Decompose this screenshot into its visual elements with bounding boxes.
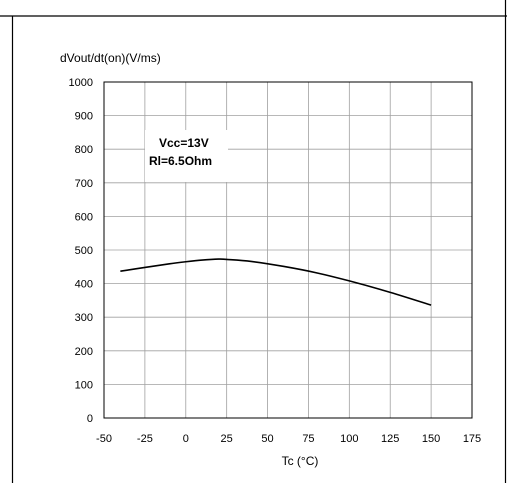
x-tick-label: 0 bbox=[183, 433, 189, 445]
x-tick-label: 125 bbox=[381, 433, 399, 445]
annotation-vcc: Vcc=13V bbox=[159, 136, 209, 150]
x-tick-label: -25 bbox=[137, 433, 153, 445]
x-tick-label: 50 bbox=[261, 433, 273, 445]
x-axis-title: Tc (°C) bbox=[282, 454, 319, 468]
y-tick-label: 500 bbox=[75, 245, 93, 257]
y-axis-title: dVout/dt(on)(V/ms) bbox=[60, 51, 161, 65]
y-tick-label: 100 bbox=[75, 379, 93, 391]
annotation-rl: Rl=6.5Ohm bbox=[149, 154, 212, 168]
y-tick-label: 400 bbox=[75, 279, 93, 291]
y-tick-label: 0 bbox=[87, 413, 93, 425]
y-tick-label: 300 bbox=[75, 312, 93, 324]
y-tick-label: 800 bbox=[75, 144, 93, 156]
y-tick-label: 600 bbox=[75, 211, 93, 223]
plot-border bbox=[103, 81, 473, 419]
y-tick-label: 1000 bbox=[69, 77, 93, 89]
series-line bbox=[120, 258, 432, 306]
x-tick-label: 25 bbox=[221, 433, 233, 445]
y-tick-label: 200 bbox=[75, 346, 93, 358]
x-tick-label: 175 bbox=[463, 433, 481, 445]
y-axis-ticks: 0 100 200 300 400 500 600 700 800 900 1000 bbox=[69, 77, 93, 425]
x-tick-label: 100 bbox=[340, 433, 358, 445]
x-tick-label: 150 bbox=[422, 433, 440, 445]
annotation-box bbox=[145, 130, 228, 182]
x-axis-ticks: -50 -25 0 25 50 75 100 125 150 175 bbox=[96, 433, 481, 445]
y-tick-label: 900 bbox=[75, 111, 93, 123]
y-tick-label: 700 bbox=[75, 178, 93, 190]
x-tick-label: -50 bbox=[96, 433, 112, 445]
x-tick-label: 75 bbox=[302, 433, 314, 445]
